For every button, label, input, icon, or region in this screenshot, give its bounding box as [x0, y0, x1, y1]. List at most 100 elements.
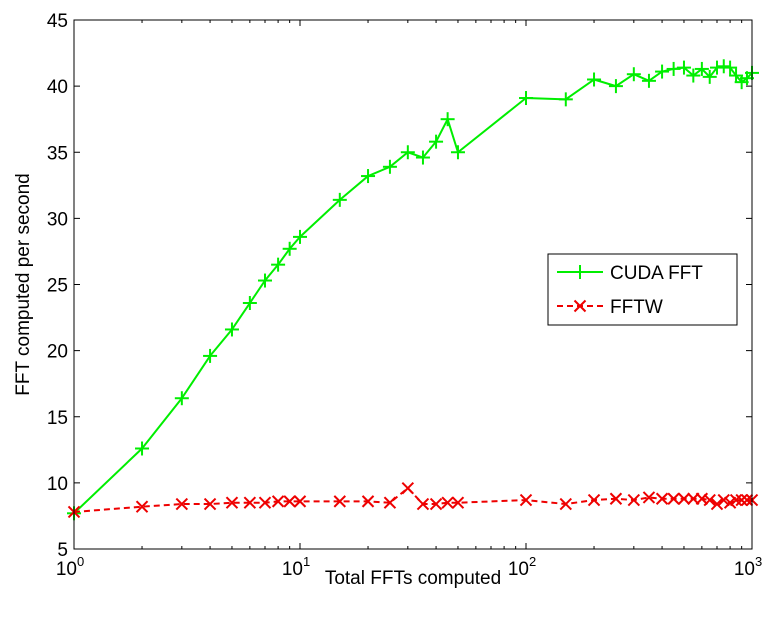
data-point-fftw	[717, 493, 730, 507]
data-point-fftw	[203, 497, 217, 511]
data-point-cuda-fft	[676, 60, 691, 75]
data-point-cuda-fft	[723, 60, 738, 75]
data-point-fftw	[283, 495, 296, 508]
y-tick-label: 15	[47, 408, 68, 429]
y-tick-label: 40	[47, 77, 68, 98]
data-point-fftw	[627, 493, 641, 507]
x-tick-label: 103	[734, 554, 762, 580]
x-tick-exponent: 0	[77, 554, 84, 569]
data-point-cuda-fft	[587, 72, 602, 87]
data-point-fftw	[740, 493, 754, 507]
data-point-cuda-fft	[400, 145, 415, 160]
legend-label-cuda-fft: CUDA FFT	[610, 263, 703, 284]
data-point-cuda-fft	[440, 112, 455, 127]
data-point-fftw	[243, 496, 257, 509]
data-point-cuda-fft	[361, 169, 376, 184]
y-axis-label: FFT computed per second	[13, 173, 34, 395]
x-tick-exponent: 1	[303, 554, 310, 569]
legend-entry-fftw: FFTW	[557, 297, 663, 318]
data-point-cuda-fft	[450, 145, 465, 160]
data-point-cuda-fft	[257, 273, 272, 288]
y-tick-label: 35	[47, 143, 68, 164]
data-point-fftw	[135, 500, 149, 513]
x-tick-label: 102	[508, 554, 536, 580]
data-point-fftw	[271, 495, 285, 508]
data-point-fftw	[655, 492, 669, 505]
data-point-cuda-fft	[429, 134, 444, 149]
data-point-cuda-fft	[174, 391, 189, 406]
data-point-fftw	[361, 495, 375, 508]
data-point-cuda-fft	[271, 257, 286, 272]
data-point-fftw	[587, 493, 601, 507]
data-point-cuda-fft	[135, 441, 150, 456]
data-point-fftw	[293, 495, 307, 508]
legend-marker-glyph	[573, 265, 587, 279]
x-tick-base: 10	[56, 559, 77, 580]
x-tick-exponent: 3	[755, 554, 762, 569]
x-tick-exponent: 2	[529, 554, 536, 569]
x-tick-base: 10	[508, 559, 529, 580]
data-point-cuda-fft	[224, 322, 239, 337]
data-point-cuda-fft	[641, 73, 656, 88]
data-point-cuda-fft	[293, 229, 307, 244]
x-tick-label: 100	[56, 554, 84, 580]
data-point-fftw	[225, 496, 239, 509]
data-point-cuda-fft	[608, 79, 623, 94]
data-point-fftw	[703, 493, 716, 507]
data-point-fftw	[735, 493, 748, 507]
y-tick-label: 30	[47, 209, 68, 230]
data-point-cuda-fft	[686, 68, 701, 83]
data-point-cuda-fft	[716, 59, 731, 74]
data-point-cuda-fft	[415, 150, 430, 165]
data-point-fftw	[559, 497, 573, 511]
x-tick-base: 10	[282, 559, 303, 580]
data-point-fftw	[258, 496, 272, 509]
x-tick-label: 101	[282, 554, 310, 580]
data-point-fftw	[667, 492, 680, 505]
data-point-fftw	[677, 492, 691, 505]
data-point-cuda-fft	[382, 159, 397, 174]
data-point-fftw	[383, 496, 397, 509]
data-point-fftw	[401, 481, 415, 495]
data-point-cuda-fft	[666, 61, 681, 76]
data-point-fftw	[710, 497, 724, 511]
data-point-cuda-fft	[282, 241, 297, 256]
data-point-cuda-fft	[702, 69, 717, 84]
legend: CUDA FFT FFTW	[547, 253, 738, 326]
data-point-fftw	[729, 493, 743, 507]
legend-marker-fftw	[573, 299, 587, 313]
data-point-cuda-fft	[694, 61, 709, 76]
data-point-fftw	[429, 497, 443, 511]
data-point-cuda-fft	[655, 64, 670, 79]
legend-label-fftw: FFTW	[610, 297, 663, 318]
data-point-fftw	[175, 497, 189, 511]
series-fftw	[67, 481, 759, 519]
y-tick-label: 25	[47, 276, 68, 297]
x-axis-label: Total FFTs computed	[325, 568, 501, 589]
data-point-cuda-fft	[203, 348, 218, 363]
data-point-cuda-fft	[558, 92, 573, 107]
data-point-cuda-fft	[242, 296, 257, 311]
y-tick-label: 5	[57, 540, 68, 561]
plot-frame	[73, 19, 753, 550]
data-point-cuda-fft	[332, 192, 347, 207]
legend-marker-cuda-fft	[573, 265, 587, 279]
legend-entry-cuda-fft: CUDA FFT	[557, 263, 703, 284]
data-point-cuda-fft	[626, 67, 641, 82]
data-point-cuda-fft	[709, 60, 724, 75]
data-point-fftw	[519, 493, 533, 507]
x-tick-base: 10	[734, 559, 755, 580]
y-tick-label: 20	[47, 342, 68, 363]
data-point-fftw	[609, 492, 623, 505]
data-point-fftw	[333, 495, 347, 508]
y-tick-label: 45	[47, 11, 68, 32]
data-point-fftw	[642, 491, 656, 504]
data-point-fftw	[451, 496, 465, 509]
legend-marker-glyph	[573, 299, 587, 313]
data-point-fftw	[416, 497, 430, 511]
series-layer	[67, 59, 759, 521]
y-tick-label: 10	[47, 474, 68, 495]
data-point-fftw	[441, 496, 454, 509]
